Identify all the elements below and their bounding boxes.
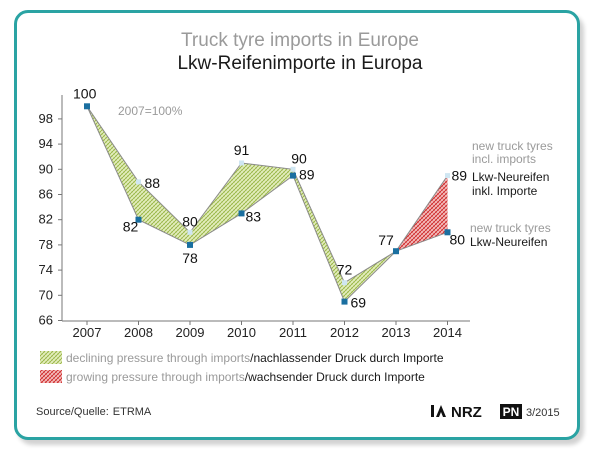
y-tick-78: 78 <box>39 237 53 252</box>
series-label-en-line1: new truck tyres <box>472 139 553 153</box>
x-tick-2009: 2009 <box>176 325 205 340</box>
issue-number: 3/2015 <box>526 407 560 419</box>
y-tick-94: 94 <box>39 136 53 151</box>
data-label-incl-2008: 88 <box>145 175 161 191</box>
marker-incl-2008 <box>136 179 141 185</box>
series-lines <box>86 106 448 303</box>
data-label-incl-2011: 90 <box>291 150 307 166</box>
y-tick-90: 90 <box>39 161 53 176</box>
y-tick-86: 86 <box>39 187 53 202</box>
marker-new-2010 <box>238 210 245 217</box>
series-label-de: Lkw-Neureifen <box>470 235 547 249</box>
marker-incl-2009 <box>187 229 193 235</box>
marker-incl-2010 <box>239 160 244 166</box>
line-incl-imports <box>86 106 448 284</box>
legend-swatch-growing <box>40 370 62 383</box>
x-tick-2013: 2013 <box>382 325 411 340</box>
legend: declining pressure through imports/nachl… <box>40 351 444 384</box>
area-declining-2008 <box>138 181 190 245</box>
y-tick-66: 66 <box>39 313 53 328</box>
chart-title-en: Truck tyre imports in Europe <box>181 30 419 51</box>
x-tick-2011: 2011 <box>279 325 307 340</box>
y-tick-70: 70 <box>39 287 53 302</box>
publisher-logos: NRZ PN 3/2015 <box>431 404 560 421</box>
x-tick-2012: 2012 <box>330 325 359 340</box>
legend-item-growing: growing pressure through imports/wachsen… <box>66 370 425 384</box>
marker-new-2008 <box>135 216 142 223</box>
series-label-en: new truck tyres <box>470 221 551 235</box>
area-declining-2009 <box>190 163 242 245</box>
marker-incl-2014 <box>445 173 450 179</box>
y-tick-98: 98 <box>39 111 53 126</box>
marker-incl-2011 <box>290 166 296 172</box>
line-new-tyres <box>86 106 448 303</box>
pn-logo <box>500 404 522 419</box>
area-declining-2011 <box>293 169 345 302</box>
legend-swatch-declining <box>40 351 62 364</box>
x-tick-2010: 2010 <box>227 325 256 340</box>
series-label-new: new truck tyres Lkw-Neureifen <box>470 221 551 249</box>
data-label-incl-2010: 91 <box>234 142 250 158</box>
source: Source/Quelle: ETRMA <box>36 406 152 418</box>
data-label-new-2012: 69 <box>351 295 367 311</box>
data-labels: 100 88 80 91 90 72 77 89 82 78 83 89 69 80 <box>73 85 467 310</box>
data-label-new-2014: 80 <box>450 231 466 247</box>
data-label-incl-2013: 77 <box>378 232 394 248</box>
data-label-new-2009: 78 <box>182 250 198 266</box>
y-tick-74: 74 <box>39 262 53 277</box>
nrz-logo: NRZ <box>431 404 482 421</box>
data-label-new-2008: 82 <box>123 219 139 235</box>
series-label-en-line2: incl. imports <box>472 152 536 166</box>
chart-frame <box>14 10 580 440</box>
marker-new-2014 <box>444 229 451 236</box>
area-declining-2010 <box>241 163 293 214</box>
marker-new-2009 <box>187 241 193 248</box>
base-note: 2007=100% <box>118 104 183 118</box>
series-label-incl-imports: new truck tyres incl. imports Lkw-Neurei… <box>472 139 553 198</box>
marker-new-2007 <box>84 103 90 110</box>
data-label-new-2010: 83 <box>246 208 262 224</box>
data-label-incl-2012: 72 <box>337 262 353 278</box>
marker-new-2013 <box>393 248 399 255</box>
data-label-new-2011: 89 <box>299 167 315 183</box>
data-label-incl-2009: 80 <box>182 213 198 229</box>
data-label-incl-2007: 100 <box>73 85 97 101</box>
series-label-de-line2: inkl. Importe <box>472 184 538 198</box>
x-tick-2014: 2014 <box>433 325 462 340</box>
series-label-de-line1: Lkw-Neureifen <box>472 170 549 184</box>
marker-incl-2012 <box>342 280 347 286</box>
chart-title-de: Lkw-Reifenimporte in Europa <box>177 53 422 74</box>
data-label-incl-2014: 89 <box>452 168 468 184</box>
svg-text:NRZ: NRZ <box>451 404 482 421</box>
marker-new-2011 <box>290 172 296 179</box>
series-markers <box>84 103 451 305</box>
pn-logo-text: PN <box>503 405 520 419</box>
legend-item-declining: declining pressure through imports/nachl… <box>66 351 444 365</box>
difference-areas <box>87 106 448 302</box>
y-tick-82: 82 <box>39 212 53 227</box>
marker-new-2012 <box>341 298 348 305</box>
x-tick-2008: 2008 <box>124 325 153 340</box>
x-tick-2007: 2007 <box>73 325 102 340</box>
axes: 66 70 74 78 82 86 90 94 98 2007 2008 2009 2010 2011 20… <box>39 95 470 340</box>
